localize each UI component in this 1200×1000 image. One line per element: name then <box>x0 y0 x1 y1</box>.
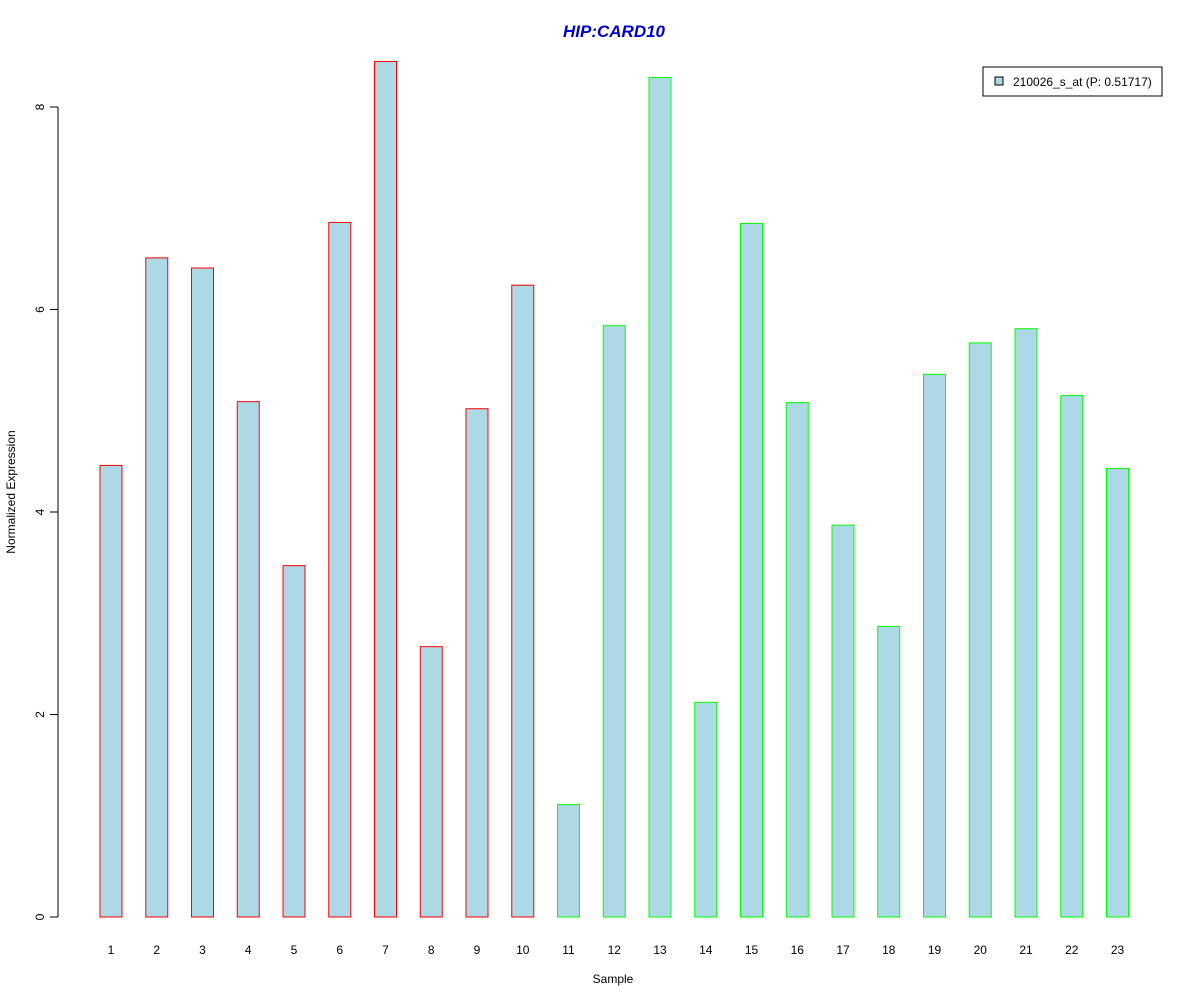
bar-sample-16 <box>785 402 809 918</box>
x-tick-label: 20 <box>974 943 988 957</box>
bar-sample-6 <box>328 221 352 918</box>
x-tick-label: 21 <box>1019 943 1033 957</box>
x-tick-label: 11 <box>562 943 575 957</box>
x-tick-label: 3 <box>199 943 206 957</box>
bar-sample-10 <box>511 284 535 918</box>
x-tick-label: 19 <box>928 943 942 957</box>
x-tick-label: 4 <box>245 943 252 957</box>
bar-sample-21 <box>1014 328 1038 918</box>
legend-label: 210026_s_at (P: 0.51717) <box>1013 75 1152 89</box>
legend-swatch <box>994 76 1004 86</box>
x-tick-label: 9 <box>474 943 481 957</box>
bar-sample-15 <box>740 222 763 918</box>
x-tick-labels: 1 2 3 4 5 6 7 8 9 10 11 12 13 14 15 16 17 18 19 20 21 22 23 <box>108 943 1125 957</box>
x-tick-label: 12 <box>608 943 622 957</box>
x-tick-label: 2 <box>153 943 160 957</box>
x-tick-label: 17 <box>836 943 850 957</box>
x-tick-label: 6 <box>336 943 343 957</box>
x-tick-label: 18 <box>882 943 896 957</box>
bars <box>99 60 1129 918</box>
bar-sample-12 <box>602 325 626 918</box>
x-tick-label: 7 <box>382 943 389 957</box>
x-tick-label: 15 <box>745 943 759 957</box>
bar-sample-20 <box>968 342 992 918</box>
x-tick-label: 14 <box>699 943 713 957</box>
bar-sample-14 <box>694 701 718 918</box>
bar-sample-7 <box>374 60 397 918</box>
y-tick-label: 6 <box>33 306 47 313</box>
x-tick-label: 5 <box>291 943 298 957</box>
bar-sample-18 <box>877 625 901 918</box>
bar-sample-17 <box>831 524 855 918</box>
y-tick-label: 2 <box>33 711 47 718</box>
bar-sample-22 <box>1060 395 1084 918</box>
x-tick-label: 16 <box>791 943 805 957</box>
y-tick-label: 4 <box>33 508 47 515</box>
x-axis-label: Sample <box>593 972 634 986</box>
bar-sample-2 <box>145 257 169 918</box>
bar-sample-1 <box>99 464 123 918</box>
y-axis-label: Normalized Expression <box>4 430 18 553</box>
chart-title: HIP:CARD10 <box>563 22 666 41</box>
bar-sample-19 <box>923 373 946 918</box>
x-tick-label: 23 <box>1111 943 1125 957</box>
bar-sample-4 <box>236 401 260 918</box>
bar-sample-23 <box>1106 467 1129 918</box>
bar-sample-9 <box>465 408 489 918</box>
y-tick-label: 0 <box>33 913 47 920</box>
x-tick-label: 10 <box>516 943 530 957</box>
bar-sample-8 <box>419 646 443 918</box>
x-tick-label: 1 <box>108 943 115 957</box>
x-tick-label: 8 <box>428 943 435 957</box>
bar-sample-3 <box>191 267 214 918</box>
bar-sample-11 <box>557 804 580 918</box>
y-axis: 0 2 4 6 8 <box>33 103 59 920</box>
bar-sample-5 <box>282 565 306 918</box>
legend: 210026_s_at (P: 0.51717) <box>982 66 1163 97</box>
legend-box <box>982 66 1163 97</box>
y-tick-label: 8 <box>33 103 47 110</box>
x-tick-label: 13 <box>653 943 667 957</box>
bar-sample-13 <box>648 77 672 918</box>
x-tick-label: 22 <box>1065 943 1079 957</box>
